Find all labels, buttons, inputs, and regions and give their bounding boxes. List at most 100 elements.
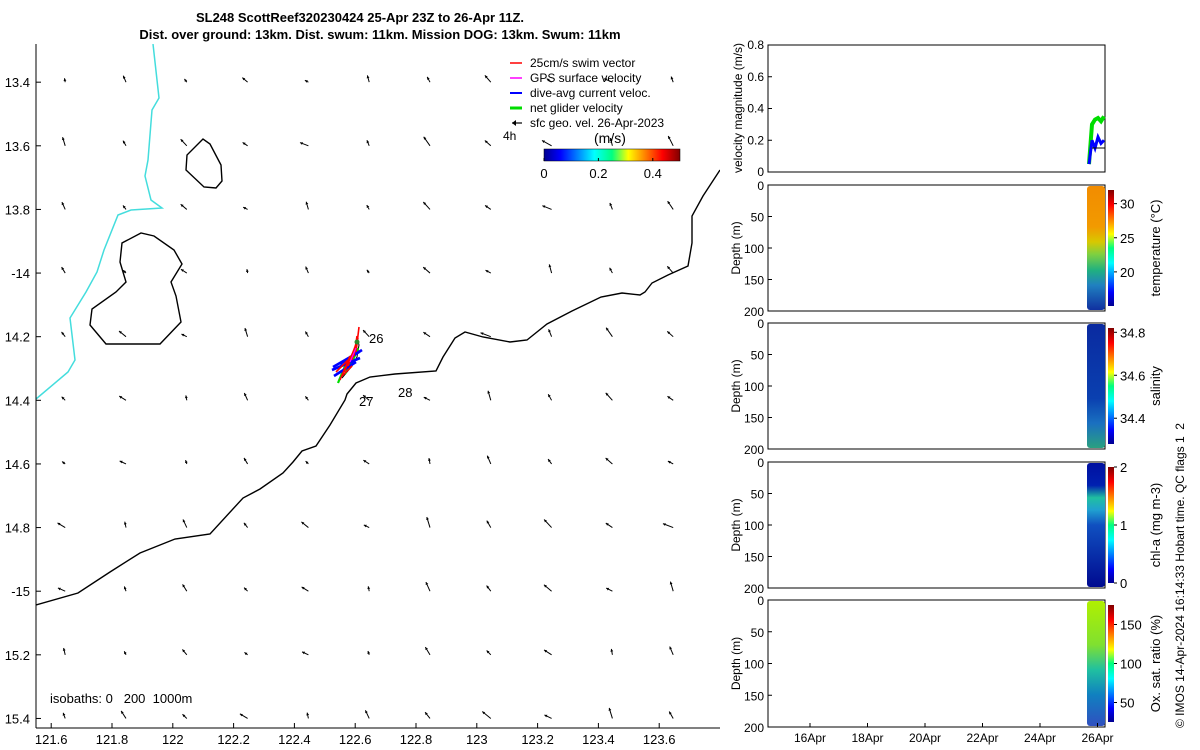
- current-vector-head: [62, 648, 66, 651]
- current-vector-head: [548, 264, 552, 268]
- current-vector: [305, 201, 309, 210]
- current-vector-head: [542, 205, 546, 209]
- current-vector: [609, 202, 613, 210]
- temperature-ylabel: Depth (m): [729, 221, 743, 274]
- current-vector: [603, 78, 613, 83]
- current-vector-head: [609, 138, 613, 141]
- current-vector-head: [544, 519, 547, 523]
- current-vector: [367, 586, 371, 592]
- footer-note: © IMOS 14-Apr-2024 16:14:33 Hobart time.…: [1173, 423, 1187, 728]
- x-tick-label: 18Apr: [851, 731, 883, 745]
- current-vector: [61, 137, 66, 146]
- current-vector-field: [57, 75, 674, 719]
- salinity-data-column: [1087, 324, 1105, 448]
- current-vector: [669, 581, 674, 592]
- current-vector-head: [62, 461, 66, 465]
- current-vector: [182, 649, 188, 656]
- time-marker: 4h: [503, 129, 516, 143]
- current-vector-head: [425, 647, 428, 651]
- y-tick-label: 14.6: [5, 457, 30, 472]
- current-vector-head: [366, 205, 370, 209]
- current-vector: [426, 76, 431, 83]
- current-vector-head: [426, 517, 429, 520]
- current-vector-head: [61, 331, 65, 335]
- current-vector: [542, 205, 552, 210]
- current-vector: [670, 76, 674, 83]
- current-vector-head: [123, 140, 126, 144]
- y-tick-label: 0.8: [747, 38, 764, 52]
- chlorophyll-data-column: [1087, 463, 1105, 587]
- gps-surface-velocity-vectors: [349, 347, 357, 363]
- current-vector-head: [669, 646, 673, 650]
- current-vector-head: [304, 80, 308, 83]
- current-vector: [546, 78, 552, 83]
- current-vector: [426, 516, 431, 528]
- current-vector-head: [239, 713, 243, 717]
- current-vector: [61, 201, 66, 210]
- current-vector: [543, 584, 552, 592]
- y-tick-label: 0: [757, 317, 764, 331]
- x-tick-label: 121.6: [35, 732, 68, 747]
- current-vector: [243, 522, 248, 528]
- current-vector-head: [605, 458, 609, 461]
- legend-dive-avg: dive-avg current veloc.: [510, 86, 651, 100]
- x-tick-label: 122.8: [400, 732, 433, 747]
- colorbar-tick-label: 20: [1120, 265, 1134, 280]
- x-tick-label: 123.6: [643, 732, 676, 747]
- y-tick-label: 0: [757, 179, 764, 193]
- current-vector: [185, 459, 188, 465]
- current-vector-head: [57, 587, 61, 591]
- current-vector-head: [122, 205, 126, 209]
- current-vector: [301, 521, 309, 528]
- current-vector-head: [242, 77, 246, 81]
- salinity-colorbar: [1108, 328, 1114, 444]
- current-vector: [180, 268, 188, 274]
- colorbar-gradient: [543, 148, 681, 162]
- current-vector-head: [667, 396, 671, 399]
- current-vector-head: [548, 459, 551, 463]
- current-vector: [486, 455, 492, 465]
- colorbar-tick-label: 34.4: [1120, 411, 1145, 426]
- current-vector-head: [606, 327, 609, 331]
- current-vector: [181, 333, 188, 338]
- current-vector: [486, 585, 492, 592]
- legend-label: dive-avg current veloc.: [530, 86, 651, 100]
- current-vector: [299, 142, 309, 147]
- temperature-panel: 0 50 100 150 200 Depth (m) 20 25 30 temperature (…: [729, 179, 1163, 319]
- current-vector-head: [543, 584, 547, 588]
- current-vector: [57, 587, 66, 592]
- current-vector-head: [244, 652, 248, 656]
- colorbar-tick-label: 0: [540, 166, 547, 181]
- velocity-series: [1087, 115, 1106, 165]
- current-vector-head: [427, 458, 431, 461]
- track-label-26: 26: [369, 331, 383, 346]
- current-vector-head: [423, 136, 427, 140]
- current-vector: [120, 710, 127, 719]
- current-vector: [180, 138, 188, 147]
- current-vector: [422, 266, 431, 274]
- chart-subtitle: Dist. over ground: 13km. Dist. swum: 11k…: [139, 27, 621, 42]
- current-vector-head: [605, 392, 609, 396]
- y-tick-label: 200: [744, 443, 764, 457]
- x-tick-label: 121.8: [96, 732, 129, 747]
- colorbar-tick-label: 100: [1120, 657, 1142, 672]
- current-vector: [668, 711, 674, 719]
- legend-label: sfc geo. vel. 26-Apr-2023: [530, 116, 664, 130]
- colorbar-tick-label: 0.4: [644, 166, 662, 181]
- current-vector: [366, 140, 370, 146]
- colorbar-tick-label: 30: [1120, 197, 1134, 212]
- current-vector: [666, 330, 674, 338]
- current-vector-head: [305, 266, 309, 270]
- current-vector-head: [482, 711, 486, 715]
- current-vector-head: [423, 397, 427, 400]
- current-vector: [480, 332, 491, 338]
- colorbar-tick-label: 34.8: [1120, 325, 1145, 340]
- current-vector-head: [366, 140, 370, 144]
- current-vector: [184, 78, 188, 83]
- current-vector-head: [606, 587, 610, 591]
- current-vector: [123, 586, 127, 592]
- y-tick-label: -14: [11, 266, 30, 281]
- current-vector: [422, 201, 431, 210]
- y-tick-label: 14.8: [5, 521, 30, 536]
- oxygen-colorbar-label: Ox. sat. ratio (%): [1148, 615, 1163, 713]
